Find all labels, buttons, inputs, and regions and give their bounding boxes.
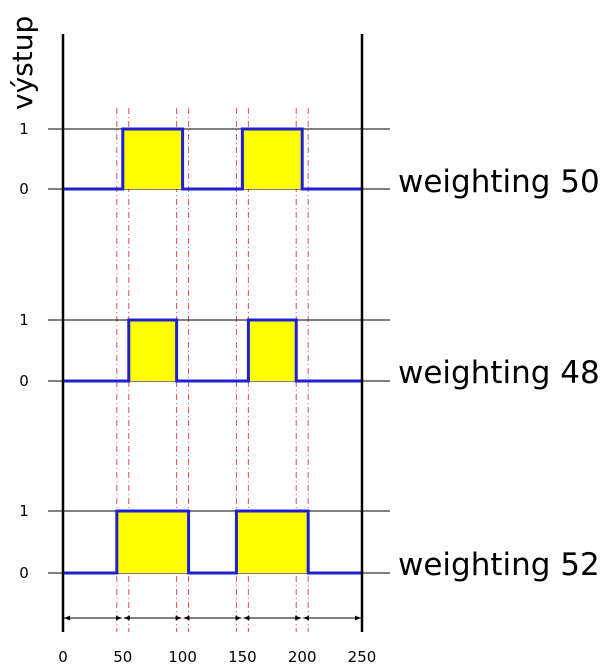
signal-line xyxy=(63,509,362,575)
x-tick-label: 100 xyxy=(168,648,197,666)
level-1-label: 1 xyxy=(19,311,29,329)
level-1-label: 1 xyxy=(19,502,29,520)
pulse-fill xyxy=(128,320,177,381)
y-axis-title: výstup xyxy=(6,16,39,110)
level-1-label: 1 xyxy=(19,120,29,138)
trace: 1 0 weighting 52 xyxy=(19,502,600,583)
x-tick-label: 200 xyxy=(288,648,317,666)
trace-label: weighting 48 xyxy=(398,355,600,391)
x-tick-label: 50 xyxy=(113,648,132,666)
x-tick-labels: 0 50 100 150 200 250 xyxy=(58,648,376,666)
axis-frame xyxy=(61,34,364,632)
x-tick-label: 150 xyxy=(228,648,257,666)
x-tick-label: 250 xyxy=(348,648,377,666)
trace: 1 0 weighting 48 xyxy=(19,311,600,391)
level-0-label: 0 xyxy=(19,372,29,390)
signal-line xyxy=(63,318,362,383)
pulse-fill xyxy=(236,511,309,573)
trace-label: weighting 52 xyxy=(398,547,600,583)
pulse-fill xyxy=(122,129,183,189)
pulse-fill xyxy=(248,320,297,381)
signal-line xyxy=(63,127,362,191)
pulse-fill xyxy=(242,129,303,189)
pulse-fill xyxy=(116,511,189,573)
level-0-label: 0 xyxy=(19,564,29,582)
trace-label: weighting 50 xyxy=(398,164,600,200)
level-0-label: 0 xyxy=(19,180,29,198)
trace: 1 0 weighting 50 xyxy=(19,120,600,200)
trace-group: 1 0 weighting 50 1 0 weighting 48 1 0 weighting … xyxy=(19,120,600,583)
x-tick-label: 0 xyxy=(58,648,68,666)
